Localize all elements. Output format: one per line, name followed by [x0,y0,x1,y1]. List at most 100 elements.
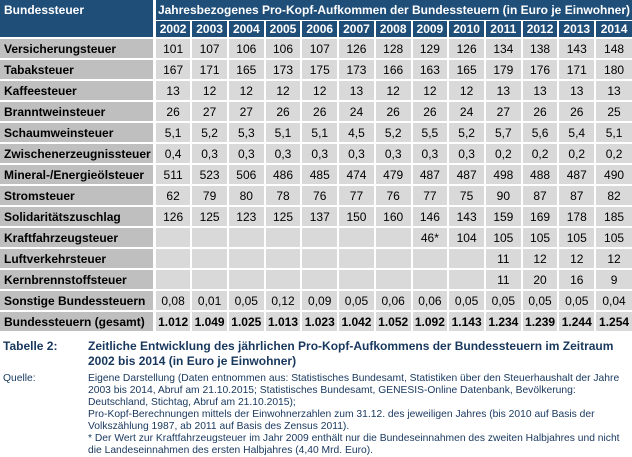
table-row: Branntweinsteuer 26 27 27 26 26 24 26 26 24 27 26 26… [0,101,632,123]
value-cell: 5,2 [373,122,412,144]
value-cell: 169 [520,206,559,228]
value-cell: 137 [300,206,339,228]
value-cell: 0,2 [520,143,559,165]
main-header-row: Bundessteuer Jahresbezogenes Pro-Kopf-Au… [0,0,632,39]
value-cell [447,248,485,270]
value-cell: 5,1 [594,122,632,144]
value-cell: 487 [410,164,449,186]
row-label: Mineral-/Energieölsteuer [0,164,156,186]
value-cell: 0,2 [557,143,596,165]
row-label: Branntweinsteuer [0,101,156,123]
value-cell: 20 [520,269,559,291]
value-cell: 1.025 [226,311,265,333]
value-cell: 160 [373,206,412,228]
table-body: Versicherungsteuer 101 107 106 106 107 126 128 1… [0,38,632,333]
value-cell: 0,3 [447,143,485,165]
value-cell: 12 [447,80,485,102]
value-cell [263,269,302,291]
value-cell: 166 [373,59,412,81]
value-cell: 5,1 [153,122,192,144]
value-cell: 5,1 [263,122,302,144]
value-cell [410,248,449,270]
value-cell: 13 [557,80,596,102]
value-cell: 107 [190,38,228,60]
value-cell [263,248,302,270]
value-cell: 178 [557,206,596,228]
row-label: Luftverkehrsteuer [0,248,156,270]
value-cell: 26 [557,101,596,123]
value-cell [373,227,412,249]
value-cell: 126 [153,206,192,228]
value-cell: 12 [557,248,596,270]
value-cell: 1.012 [153,311,192,333]
value-cell: 5,2 [190,122,228,144]
value-cell: 0,3 [410,143,449,165]
table-row: Zwischenerzeugnissteuer 0,4 0,3 0,3 0,3 0,3 0,… [0,143,632,165]
value-cell: 479 [373,164,412,186]
year-header: 2007 [337,20,375,39]
year-header: 2002 [153,20,192,39]
value-cell: 171 [557,59,596,81]
year-header: 2008 [373,20,412,39]
table-row: Kaffeesteuer 13 12 12 12 12 13 12 12 12 13 13 13 13 [0,80,632,102]
value-cell: 0,05 [447,290,485,312]
value-cell: 4,5 [337,122,375,144]
value-cell: 26 [300,101,339,123]
value-cell: 105 [557,227,596,249]
value-cell: 0,08 [153,290,192,312]
value-cell: 0,06 [410,290,449,312]
value-cell [153,227,192,249]
value-cell: 5,4 [557,122,596,144]
value-cell: 0,04 [594,290,632,312]
value-cell: 11 [483,248,522,270]
value-cell: 171 [190,59,228,81]
row-label: Schaumweinsteuer [0,122,156,144]
table-row: Solidaritätszuschlag 126 125 123 125 137 150 16… [0,206,632,228]
value-cell: 80 [226,185,265,207]
value-cell: 0,05 [483,290,522,312]
value-cell: 12 [520,248,559,270]
value-cell: 126 [337,38,375,60]
year-header-row: 2002 2003 2004 2005 2006 2007 2008 2009 2010 2011… [0,20,632,39]
value-cell: 106 [263,38,302,60]
value-cell: 87 [520,185,559,207]
value-cell: 75 [447,185,485,207]
value-cell: 27 [483,101,522,123]
table-row: Mineral-/Energieölsteuer 511 523 506 486 485 4… [0,164,632,186]
value-cell: 176 [520,59,559,81]
value-cell [337,269,375,291]
value-cell: 0,05 [337,290,375,312]
value-cell: 1.049 [190,311,228,333]
row-label: Bundessteuern (gesamt) [0,311,156,333]
value-cell: 0,12 [263,290,302,312]
main-header-title: Jahresbezogenes Pro-Kopf-Aufkommen der B… [154,0,632,21]
value-cell: 523 [190,164,228,186]
table-caption: Tabelle 2: Zeitliche Entwicklung des jäh… [0,333,632,372]
value-cell: 12 [263,80,302,102]
value-cell [447,269,485,291]
value-cell: 62 [153,185,192,207]
year-header: 2006 [300,20,339,39]
value-cell [373,269,412,291]
value-cell: 179 [483,59,522,81]
table-header: Bundessteuer Jahresbezogenes Pro-Kopf-Au… [0,0,632,39]
value-cell: 27 [190,101,228,123]
year-header: 2004 [226,20,265,39]
value-cell: 26 [410,101,449,123]
table-row: Luftverkehrsteuer 11 12 12 12 [0,248,632,270]
value-cell: 9 [594,269,632,291]
value-cell: 128 [373,38,412,60]
value-cell: 104 [447,227,485,249]
value-cell: 1.042 [337,311,375,333]
value-cell: 163 [410,59,449,81]
year-header: 2012 [520,20,559,39]
value-cell: 159 [483,206,522,228]
value-cell: 1.239 [520,311,559,333]
table-row: Kraftfahrzeugsteuer 46* 104 105 105 105 105 [0,227,632,249]
row-label: Sonstige Bundessteuern [0,290,156,312]
value-cell: 77 [410,185,449,207]
value-cell: 5,2 [447,122,485,144]
value-cell: 0,4 [153,143,192,165]
value-cell: 125 [190,206,228,228]
value-cell: 0,05 [226,290,265,312]
